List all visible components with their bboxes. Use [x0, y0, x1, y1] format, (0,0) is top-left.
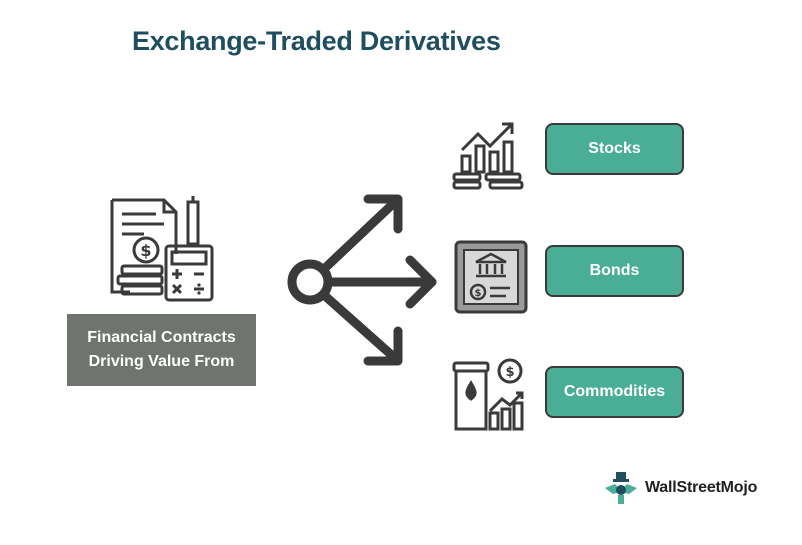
- brand: WallStreetMojo: [603, 470, 757, 506]
- asset-bonds-box: Bonds: [545, 245, 684, 297]
- bond-certificate-icon: $: [454, 240, 528, 314]
- svg-text:$: $: [505, 365, 514, 380]
- source-label-line1: Financial Contracts: [87, 329, 236, 346]
- financial-contracts-icon: $: [110, 196, 214, 302]
- commodities-oil-icon: $: [452, 358, 524, 431]
- arrow-to-commodities: [319, 290, 401, 364]
- wallstreetmojo-logo-icon: [605, 472, 637, 504]
- svg-text:$: $: [140, 241, 151, 260]
- branch-arrows: [287, 194, 437, 366]
- brand-name: WallStreetMojo: [645, 479, 758, 496]
- page-title: Exchange-Traded Derivatives: [132, 26, 501, 56]
- stocks-chart-icon: [452, 122, 524, 190]
- asset-stocks-box: Stocks: [545, 123, 684, 175]
- arrow-to-stocks: [319, 196, 401, 274]
- source-label-line2: Driving Value From: [88, 353, 235, 370]
- svg-text:$: $: [475, 288, 482, 299]
- source-label: Financial Contracts Driving Value From: [67, 314, 256, 386]
- asset-commodities-box: Commodities: [545, 366, 684, 418]
